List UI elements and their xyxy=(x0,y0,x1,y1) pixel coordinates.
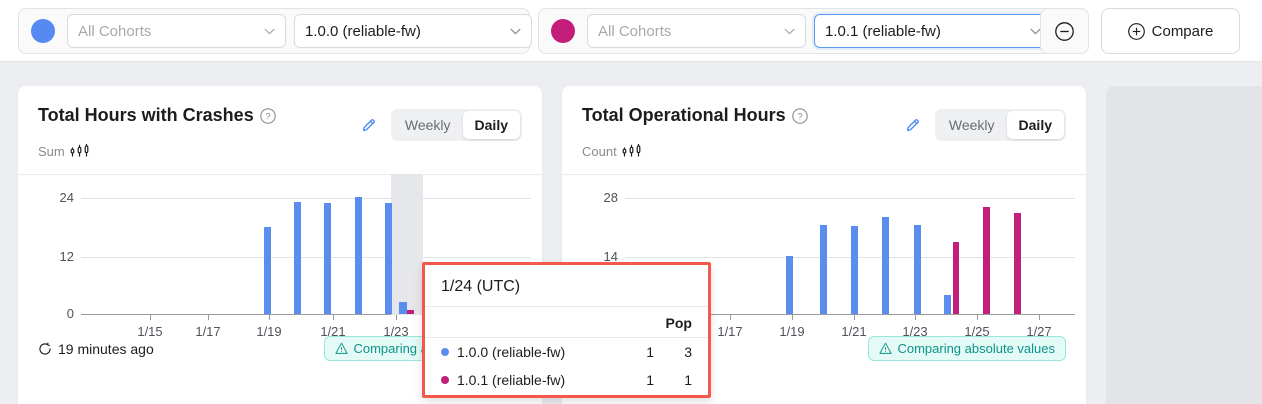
svg-text:?: ? xyxy=(265,111,270,121)
svg-text:?: ? xyxy=(797,111,802,121)
